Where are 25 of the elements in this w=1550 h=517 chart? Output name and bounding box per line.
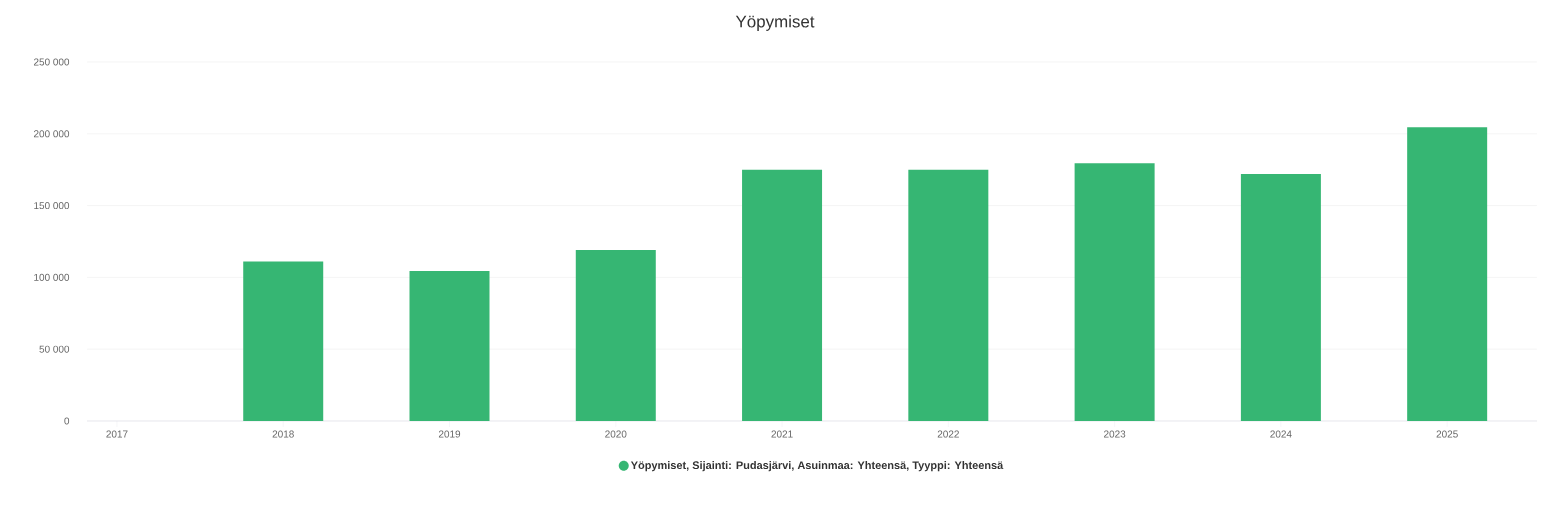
y-tick-label: 100 000	[34, 273, 70, 281]
y-tick-label: 150 000	[34, 202, 70, 210]
x-tick-label: 2020	[605, 430, 627, 438]
bar	[575, 250, 656, 421]
chart-title: Yöpymiset	[735, 15, 815, 31]
bar	[243, 261, 324, 421]
x-tick-label: 2017	[106, 430, 128, 438]
bar	[409, 270, 490, 421]
bar	[1240, 173, 1321, 421]
x-tick-label: 2019	[438, 430, 461, 438]
bar	[742, 169, 823, 421]
bar	[1407, 127, 1488, 421]
x-tick-label: 2021	[771, 430, 793, 438]
x-tick-label: 2025	[1436, 430, 1458, 438]
x-tick-label: 2022	[937, 430, 959, 438]
bar	[908, 169, 989, 421]
y-tick-label: 250 000	[33, 58, 70, 66]
y-tick-label: 200 000	[33, 130, 70, 138]
y-tick-label: 0	[64, 417, 70, 425]
y-tick-label: 50 000	[39, 345, 70, 353]
bar	[1074, 163, 1155, 421]
legend-label: Yöpymiset, Sijainti: Pudasjärvi, Asuinmaa: Yhteensä, Tyyppi: Yhteensä	[630, 461, 1004, 472]
x-tick-label: 2018	[272, 430, 294, 438]
x-tick-label: 2024	[1270, 430, 1292, 438]
x-tick-label: 2023	[1104, 430, 1126, 438]
